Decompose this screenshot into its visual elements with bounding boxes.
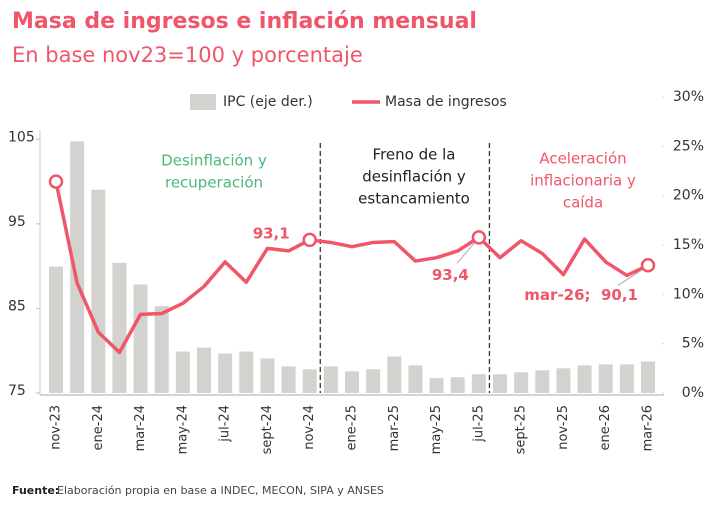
bar (133, 284, 148, 393)
legend-swatch (190, 94, 216, 110)
annotation: estancamiento (358, 190, 470, 208)
x-tick-label: nov-24 (302, 405, 317, 450)
bar (175, 351, 190, 393)
data-label: 93,1 (253, 224, 290, 242)
bar (408, 365, 423, 393)
leader (617, 268, 644, 286)
y-tick-label: 95 (8, 214, 26, 230)
y2-tick-label: 15% (673, 237, 704, 253)
x-tick-label: nov-25 (556, 405, 571, 450)
annotation: Freno de la (373, 146, 456, 164)
legend-label: IPC (eje der.) (223, 94, 313, 110)
bar (260, 358, 275, 393)
bar (91, 189, 106, 393)
leader (456, 242, 476, 264)
bar (387, 356, 402, 393)
bar (471, 374, 486, 393)
line (54, 181, 649, 355)
bar (345, 371, 359, 393)
x-tick-label: nov-23 (49, 405, 64, 450)
x-tick-label: mar-25 (387, 405, 402, 451)
x-tick-label: ene-24 (91, 405, 106, 450)
y2-tick-label: 5% (682, 336, 704, 352)
annotation: Aceleración (539, 150, 626, 168)
annotation: recuperación (165, 174, 263, 192)
bar (323, 366, 338, 393)
bar (598, 364, 613, 393)
x-tick-label: mar-24 (133, 405, 148, 451)
bar (577, 365, 592, 393)
bar (302, 369, 317, 393)
bar (429, 378, 444, 393)
bar (218, 353, 233, 393)
source-label: Fuente: (12, 484, 59, 497)
bar (197, 347, 211, 393)
y2-tick-label: 25% (673, 138, 704, 154)
y2-tick-label: 10% (673, 286, 704, 302)
bar (556, 368, 571, 393)
point-marker (302, 232, 317, 248)
point-marker (640, 258, 656, 273)
y-tick-label: 105 (8, 129, 35, 145)
bar (49, 266, 63, 393)
bar (514, 372, 529, 393)
chart-subtitle: En base nov23=100 y porcentaje (12, 43, 363, 67)
bar (619, 364, 634, 393)
x-tick-label: jul-25 (471, 405, 486, 443)
x-tick-label: ene-25 (345, 405, 360, 450)
x-tick-label: may-24 (175, 405, 190, 454)
annotation: inflacionaria y (530, 172, 636, 190)
data-label: 93,4 (432, 266, 469, 284)
x-tick-label: mar-26 (641, 405, 656, 451)
bar (641, 361, 655, 393)
bar (70, 141, 85, 393)
y-tick-label: 75 (8, 383, 26, 399)
bar (154, 306, 169, 393)
point-marker (48, 174, 64, 189)
x-tick-label: may-25 (429, 405, 444, 454)
annotation: Desinflación y (161, 152, 267, 170)
data-label: mar-26; 90,1 (524, 286, 638, 304)
bar (239, 351, 254, 393)
annotation: desinflación y (362, 168, 466, 186)
x-tick-label: ene-26 (598, 405, 613, 450)
y2-tick-label: 0% (682, 385, 704, 401)
chart-title: Masa de ingresos e inflación mensual (12, 9, 477, 34)
y-tick-label: 85 (8, 298, 26, 314)
bar (493, 374, 507, 393)
x-tick-label: sept-25 (514, 405, 529, 454)
source: Elaboración propia en base a INDEC, MECO… (57, 484, 384, 497)
y2-tick-label: 30% (673, 89, 704, 105)
legend-label: Masa de ingresos (385, 94, 507, 110)
bar (450, 377, 465, 393)
point-marker (471, 230, 487, 245)
bar (535, 370, 550, 393)
bar (112, 262, 127, 393)
bar (366, 369, 381, 393)
bar (281, 366, 296, 393)
annotation: caída (563, 194, 603, 212)
y2-tick-label: 20% (673, 188, 704, 204)
x-tick-label: jul-24 (218, 405, 233, 443)
x-tick-label: sept-24 (260, 405, 275, 454)
